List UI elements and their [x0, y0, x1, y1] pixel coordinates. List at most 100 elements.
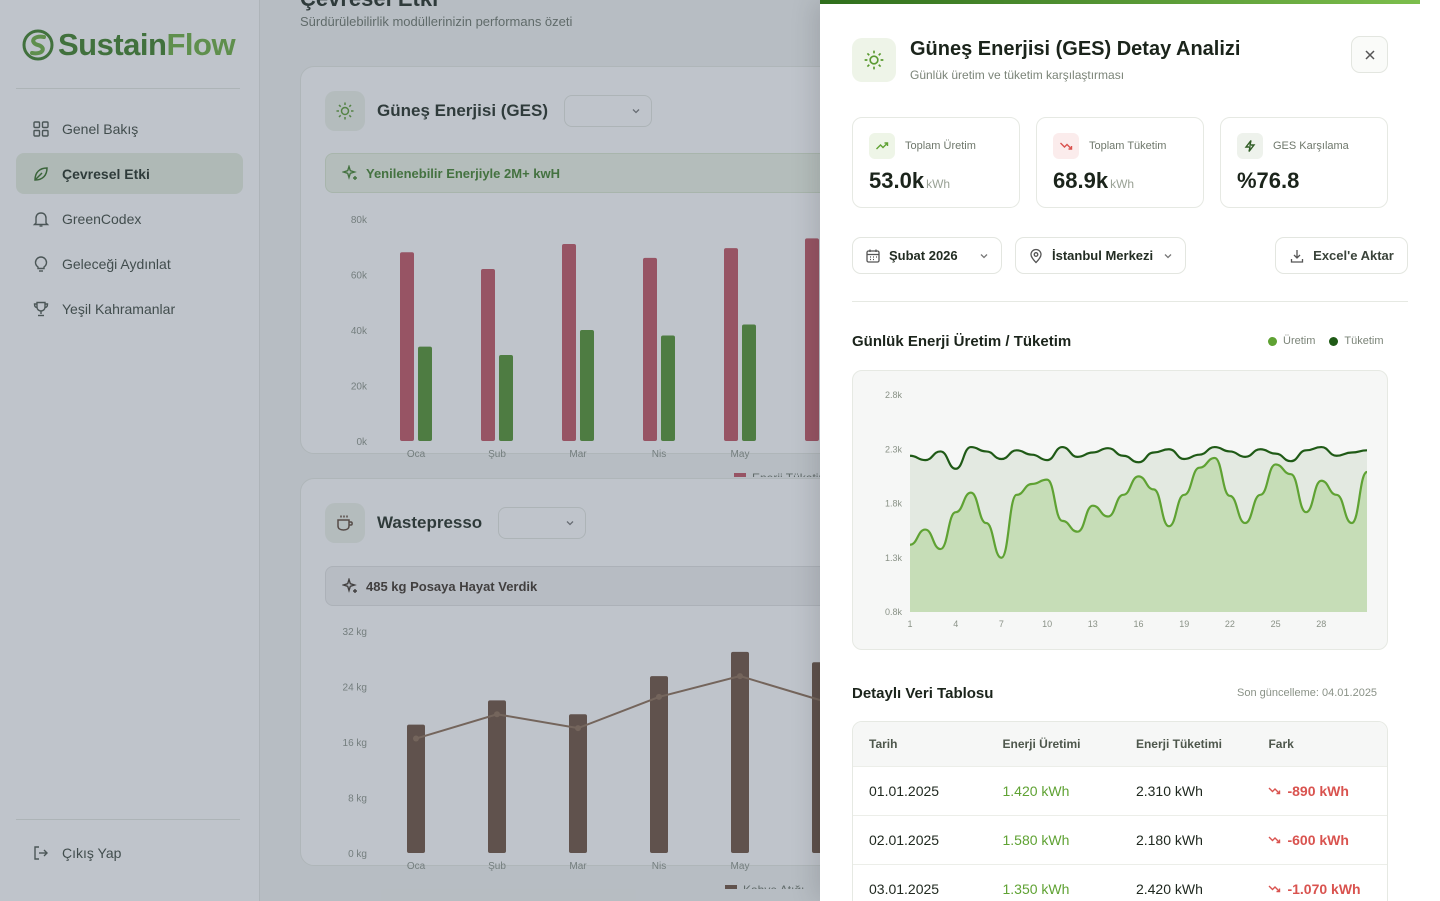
brand-name-part1: Sustain	[58, 27, 167, 62]
stat-total-consumption: Toplam Tüketim 68.9k kWh	[1036, 117, 1204, 208]
stat-number: %76.8	[1237, 168, 1300, 193]
x-tick-label: Mar	[569, 449, 587, 460]
export-label: Excel'e Aktar	[1313, 248, 1394, 263]
y-tick-label: 1.3k	[885, 553, 903, 563]
x-tick-label: 13	[1088, 619, 1098, 629]
bar-consumption	[400, 252, 414, 441]
consumption-line	[909, 445, 1368, 470]
sidebar-item-label: GreenCodex	[62, 210, 142, 227]
cell-difference: -1.070 kWh	[1268, 881, 1387, 897]
x-tick-label: 25	[1271, 619, 1281, 629]
bar-consumption	[724, 248, 738, 441]
y-tick-label: 20k	[351, 382, 368, 393]
sidebar-divider	[16, 819, 240, 820]
table-header-date[interactable]: Tarih	[869, 737, 898, 751]
legend-item-production[interactable]: Üretim	[1268, 335, 1315, 347]
legend-label: Kahve Atığı	[743, 883, 804, 889]
bell-icon	[32, 211, 50, 227]
trend-down-icon	[1268, 836, 1281, 844]
cell-production: 1.580 kWh	[1002, 832, 1070, 848]
sidebar-item-gelecegi-aydinlat[interactable]: Geleceği Aydınlat	[16, 243, 243, 284]
bar-production	[742, 324, 756, 441]
stat-number: 53.0k	[869, 168, 925, 193]
trend-point	[575, 725, 581, 732]
bar-production	[499, 354, 513, 441]
month-filter-select[interactable]: Şubat 2026	[852, 237, 1002, 274]
close-button[interactable]	[1351, 36, 1388, 73]
lightbulb-icon	[34, 255, 48, 272]
table-row[interactable]: 03.01.2025 1.350 kWh 2.420 kWh -1.070 kW…	[853, 864, 1387, 901]
sun-icon	[852, 38, 896, 82]
last-updated-text: Son güncelleme: 04.01.2025	[1237, 687, 1378, 699]
y-tick-label: 2.8k	[885, 390, 903, 400]
stat-unit: kWh	[1110, 177, 1135, 191]
stat-total-production: Toplam Üretim 53.0k kWh	[852, 117, 1020, 208]
table-header-production[interactable]: Enerji Üretimi	[1002, 737, 1081, 751]
trend-down-icon	[1268, 787, 1281, 795]
stat-number: 68.9k	[1053, 168, 1109, 193]
leaf-icon	[34, 166, 48, 181]
sidebar-item-yesil-kahramanlar[interactable]: Yeşil Kahramanlar	[16, 288, 243, 329]
table-row[interactable]: 01.01.2025 1.420 kWh 2.310 kWh -890 kWh	[853, 766, 1387, 815]
x-tick-label: 10	[1042, 619, 1052, 629]
ges-card-header: Güneş Enerjisi (GES)	[325, 91, 652, 131]
detail-data-table: Tarih Enerji Üretimi Enerji Tüketimi Far…	[852, 721, 1388, 901]
location-filter-select[interactable]: İstanbul Merkezi	[1015, 237, 1186, 274]
trend-point	[656, 693, 662, 700]
wastepresso-period-select[interactable]	[498, 507, 587, 539]
ges-detail-drawer: Güneş Enerjisi (GES) Detay Analizi Günlü…	[820, 0, 1440, 901]
stat-label: GES Karşılama	[1273, 140, 1349, 152]
sidebar-item-cevresel-etki[interactable]: Çevresel Etki	[16, 153, 243, 194]
ges-period-select[interactable]	[564, 95, 652, 127]
x-tick-label: 16	[1133, 619, 1143, 629]
bar-consumption	[805, 238, 819, 441]
brand-name: SustainFlow	[58, 27, 236, 63]
legend-swatch	[725, 885, 737, 889]
export-excel-button[interactable]: Excel'e Aktar	[1275, 237, 1408, 274]
legend-label: Tüketim	[1344, 335, 1384, 347]
chevron-down-icon	[632, 109, 640, 114]
chevron-down-icon	[566, 521, 574, 526]
table-header-difference[interactable]: Fark	[1268, 737, 1294, 751]
y-tick-label: 60k	[351, 271, 368, 282]
modal-backdrop[interactable]	[0, 0, 820, 901]
legend-item-consumption[interactable]: Tüketim	[1329, 335, 1384, 347]
bar-coffee-waste	[569, 714, 587, 853]
bar-production	[661, 335, 675, 441]
sparkle-icon	[342, 165, 357, 180]
trend-point	[737, 673, 743, 680]
x-tick-label: May	[731, 861, 750, 872]
ges-banner-text: Yenilenebilir Enerjiyle 2M+ kwH	[366, 165, 560, 181]
legend-label: Üretim	[1283, 335, 1316, 347]
legend-dot	[1268, 336, 1277, 346]
brand-s-icon	[22, 29, 54, 61]
daily-energy-line-chart[interactable]: 0.8k 1.3k 1.8k 2.3k 2.8k 1 4 7 10 13 16 19 22 25 28	[853, 371, 1389, 651]
stat-value: 53.0k kWh	[869, 168, 950, 194]
x-tick-label: Şub	[488, 861, 506, 872]
table-row[interactable]: 02.01.2025 1.580 kWh 2.180 kWh -600 kWh	[853, 815, 1387, 864]
y-tick-label: 0k	[356, 437, 368, 448]
production-area	[910, 457, 1367, 612]
y-tick-label: 0 kg	[348, 849, 367, 860]
drawer-accent-bar	[820, 0, 1420, 4]
sidebar-item-greencodex[interactable]: GreenCodex	[16, 198, 243, 239]
table-header-consumption[interactable]: Enerji Tüketimi	[1135, 737, 1222, 751]
trophy-icon	[33, 301, 49, 316]
stat-unit: kWh	[926, 177, 951, 191]
y-tick-label: 1.8k	[885, 499, 903, 509]
difference-value: -890 kWh	[1287, 783, 1349, 799]
cell-production: 1.420 kWh	[1002, 783, 1070, 799]
x-tick-label: 28	[1316, 619, 1326, 629]
stat-ges-coverage: GES Karşılama %76.8	[1220, 117, 1388, 208]
sidebar-item-genel-bakis[interactable]: Genel Bakış	[16, 108, 243, 149]
sidebar-nav: Genel Bakış Çevresel Etki GreenCodex Gel…	[16, 108, 243, 333]
sun-icon	[325, 91, 365, 131]
x-tick-label: 7	[999, 619, 1004, 629]
sidebar-item-label: Çevresel Etki	[62, 165, 150, 182]
bar-coffee-waste	[731, 651, 749, 853]
bolt-icon	[1237, 133, 1263, 159]
sidebar-item-label: Genel Bakış	[62, 120, 139, 137]
logout-button[interactable]: Çıkış Yap	[32, 844, 121, 862]
bar-coffee-waste	[650, 676, 668, 853]
brand-logo[interactable]: SustainFlow	[22, 26, 236, 64]
